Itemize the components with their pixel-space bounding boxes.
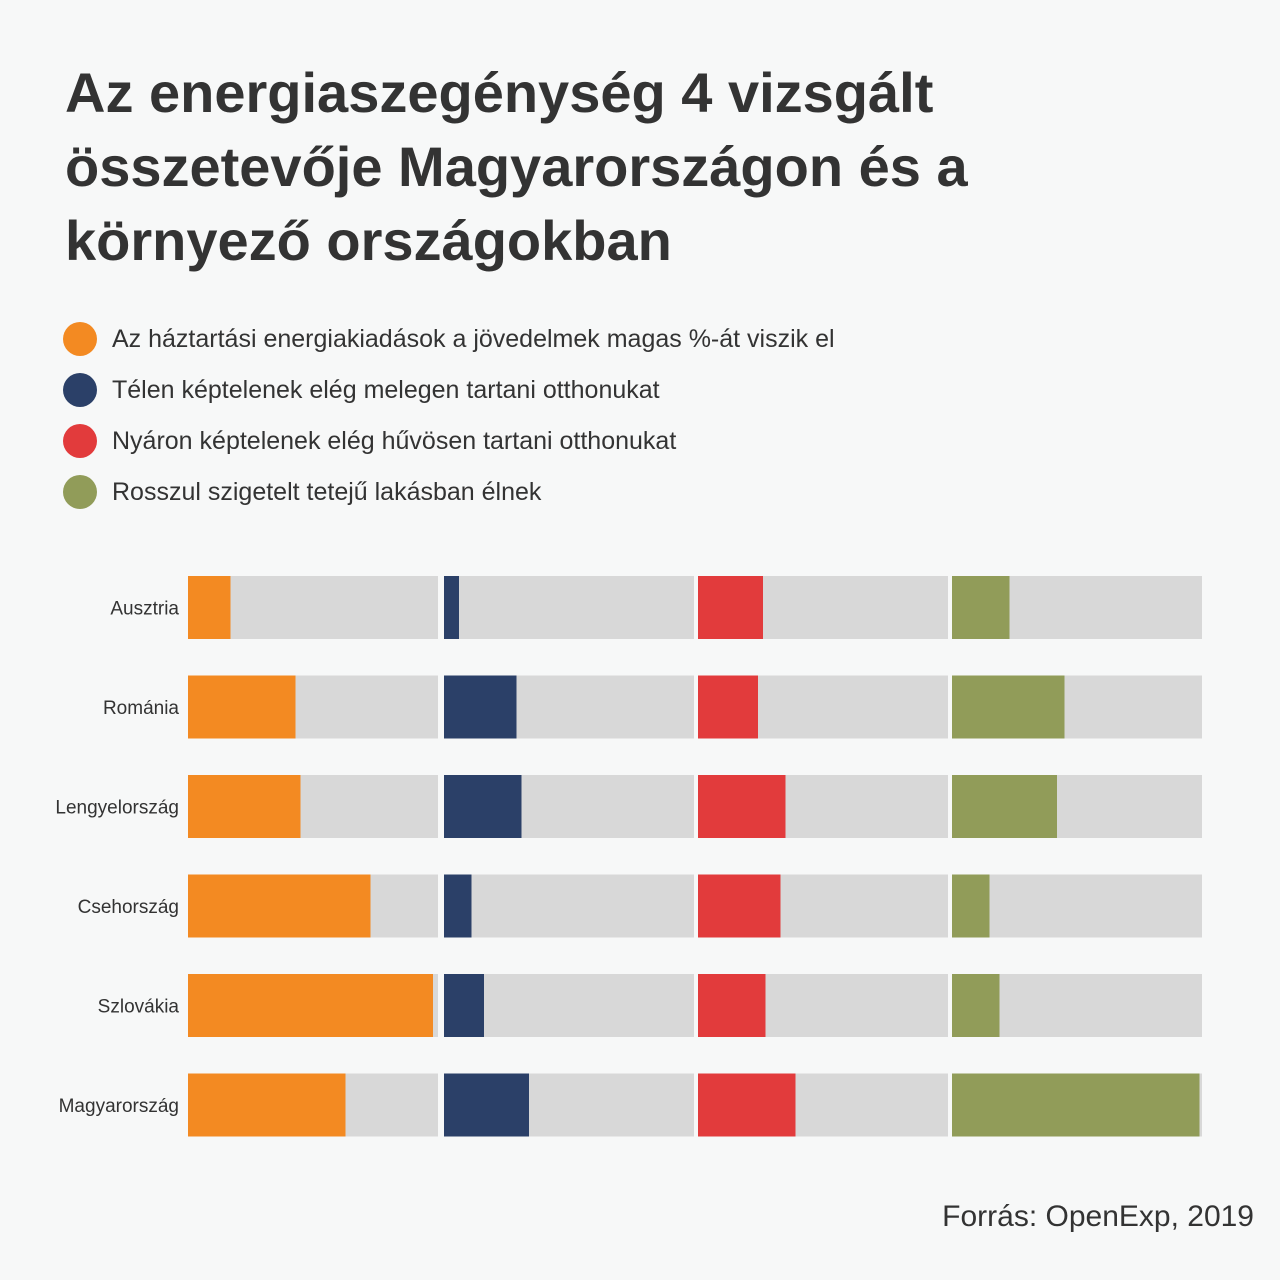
- category-label: Lengyelország: [55, 798, 179, 819]
- bar: [188, 576, 231, 639]
- bar-chart: Ausztria Románia Lengyelország Csehország Sz…: [55, 576, 1202, 1137]
- legend-swatch-olive: [63, 475, 97, 509]
- bar: [952, 1073, 1200, 1137]
- bar: [188, 775, 301, 838]
- category-label: Csehország: [78, 897, 179, 918]
- legend-swatch-navy: [63, 373, 97, 407]
- bar: [188, 974, 433, 1037]
- chart-title: Az energiaszegénység 4 vizsgált összetev…: [65, 61, 968, 272]
- bar: [952, 576, 1010, 639]
- bar: [952, 974, 1000, 1037]
- category-label: Szlovákia: [98, 997, 180, 1018]
- bar: [952, 775, 1057, 838]
- bar-track: [444, 974, 694, 1037]
- category-label: Magyarország: [59, 1096, 179, 1117]
- legend-swatch-orange: [63, 322, 97, 356]
- bar: [444, 1073, 529, 1137]
- bar-track: [444, 576, 694, 639]
- category-label: Ausztria: [110, 599, 179, 620]
- source-note: Forrás: OpenExp, 2019: [942, 1200, 1254, 1233]
- bar: [188, 675, 296, 739]
- legend-label: Nyáron képtelenek elég hűvösen tartani o…: [112, 427, 677, 455]
- legend-swatch-red: [63, 424, 97, 458]
- legend-label: Rosszul szigetelt tetejű lakásban élnek: [112, 478, 542, 506]
- bar: [444, 974, 484, 1037]
- bar: [444, 874, 472, 938]
- legend-label: Az háztartási energiakiadások a jövedelm…: [112, 325, 835, 353]
- bar: [188, 1073, 346, 1137]
- bar: [444, 775, 522, 838]
- bar-track: [952, 874, 1202, 938]
- bar: [698, 675, 758, 739]
- bar: [444, 675, 517, 739]
- bar: [698, 775, 786, 838]
- legend-label: Télen képtelenek elég melegen tartani ot…: [112, 376, 660, 404]
- bar: [698, 974, 766, 1037]
- bar-track: [444, 874, 694, 938]
- bar: [698, 1073, 796, 1137]
- bar: [952, 675, 1065, 739]
- bar: [698, 576, 763, 639]
- bar: [698, 874, 781, 938]
- bar: [188, 874, 371, 938]
- category-label: Románia: [103, 698, 179, 719]
- bar: [444, 576, 459, 639]
- bar: [952, 874, 990, 938]
